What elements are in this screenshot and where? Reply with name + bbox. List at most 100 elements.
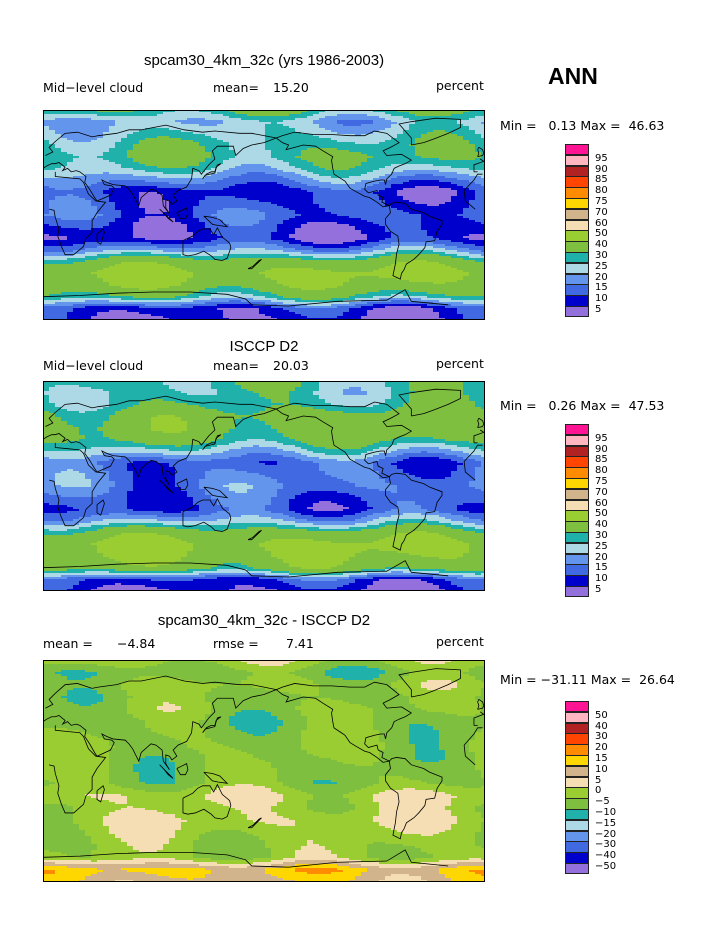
field-cell — [115, 196, 122, 199]
field-cell — [61, 200, 68, 203]
field-cell — [85, 216, 92, 219]
field-cell — [349, 148, 356, 151]
field-cell — [151, 174, 158, 177]
field-cell — [163, 168, 170, 171]
field-cell — [61, 170, 68, 173]
field-cell — [265, 116, 272, 119]
field-cell — [283, 222, 290, 225]
field-cell — [265, 186, 272, 189]
field-cell — [49, 170, 56, 173]
field-cell — [361, 200, 368, 203]
field-cell — [469, 158, 476, 161]
field-cell — [139, 130, 146, 133]
field-cell — [241, 140, 248, 143]
field-cell — [433, 190, 440, 193]
field-cell — [229, 228, 236, 231]
field-cell — [277, 142, 284, 145]
field-cell — [331, 116, 338, 119]
field-cell — [403, 142, 410, 145]
field-cell — [127, 126, 134, 129]
field-cell — [307, 192, 314, 195]
field-cell — [169, 240, 176, 243]
field-cell — [175, 208, 182, 211]
field-cell — [115, 244, 122, 247]
field-cell — [145, 146, 152, 149]
field-cell — [349, 176, 356, 179]
field-cell — [295, 236, 302, 239]
field-cell — [433, 192, 440, 195]
field-cell — [199, 126, 206, 129]
field-cell — [445, 120, 452, 123]
field-cell — [469, 202, 476, 205]
field-cell — [121, 146, 128, 149]
field-cell — [433, 170, 440, 173]
field-cell — [289, 184, 296, 187]
field-cell — [121, 112, 128, 115]
field-cell — [181, 214, 188, 217]
field-cell — [373, 112, 380, 115]
field-cell — [223, 116, 230, 119]
field-cell — [193, 180, 200, 183]
field-cell — [241, 114, 248, 117]
field-cell — [205, 132, 212, 135]
field-cell — [235, 220, 242, 223]
field-cell — [43, 116, 50, 119]
field-cell — [379, 166, 386, 169]
field-cell — [103, 192, 110, 195]
field-cell — [367, 220, 374, 223]
field-cell — [415, 134, 422, 137]
field-cell — [457, 224, 464, 227]
field-cell — [277, 198, 284, 201]
field-cell — [109, 136, 116, 139]
field-cell — [193, 218, 200, 221]
field-cell — [103, 126, 110, 129]
field-cell — [247, 192, 254, 195]
field-cell — [481, 116, 485, 119]
field-cell — [307, 228, 314, 231]
field-cell — [49, 242, 56, 245]
field-cell — [109, 230, 116, 233]
field-cell — [175, 220, 182, 223]
field-cell — [193, 146, 200, 149]
field-cell — [373, 180, 380, 183]
field-cell — [211, 184, 218, 187]
field-cell — [337, 228, 344, 231]
field-cell — [271, 208, 278, 211]
field-cell — [151, 176, 158, 179]
field-cell — [343, 214, 350, 217]
field-cell — [145, 186, 152, 189]
field-cell — [403, 238, 410, 241]
field-cell — [373, 152, 380, 155]
field-cell — [133, 202, 140, 205]
field-cell — [289, 240, 296, 243]
field-cell — [73, 120, 80, 123]
field-cell — [145, 128, 152, 131]
field-cell — [307, 144, 314, 147]
field-cell — [427, 238, 434, 241]
field-cell — [451, 196, 458, 199]
field-cell — [331, 128, 338, 131]
field-cell — [403, 132, 410, 135]
field-cell — [199, 168, 206, 171]
field-cell — [289, 164, 296, 167]
field-cell — [331, 194, 338, 197]
field-cell — [349, 138, 356, 141]
field-cell — [367, 226, 374, 229]
field-cell — [205, 170, 212, 173]
field-cell — [313, 226, 320, 229]
field-cell — [481, 200, 485, 203]
field-cell — [355, 178, 362, 181]
field-cell — [163, 194, 170, 197]
field-cell — [91, 208, 98, 211]
field-cell — [151, 128, 158, 131]
field-cell — [97, 146, 104, 149]
field-cell — [385, 152, 392, 155]
field-cell — [397, 146, 404, 149]
field-cell — [91, 170, 98, 173]
field-cell — [139, 166, 146, 169]
field-cell — [427, 202, 434, 205]
field-cell — [313, 176, 320, 179]
field-cell — [79, 122, 86, 125]
field-cell — [331, 110, 338, 113]
field-cell — [121, 172, 128, 175]
